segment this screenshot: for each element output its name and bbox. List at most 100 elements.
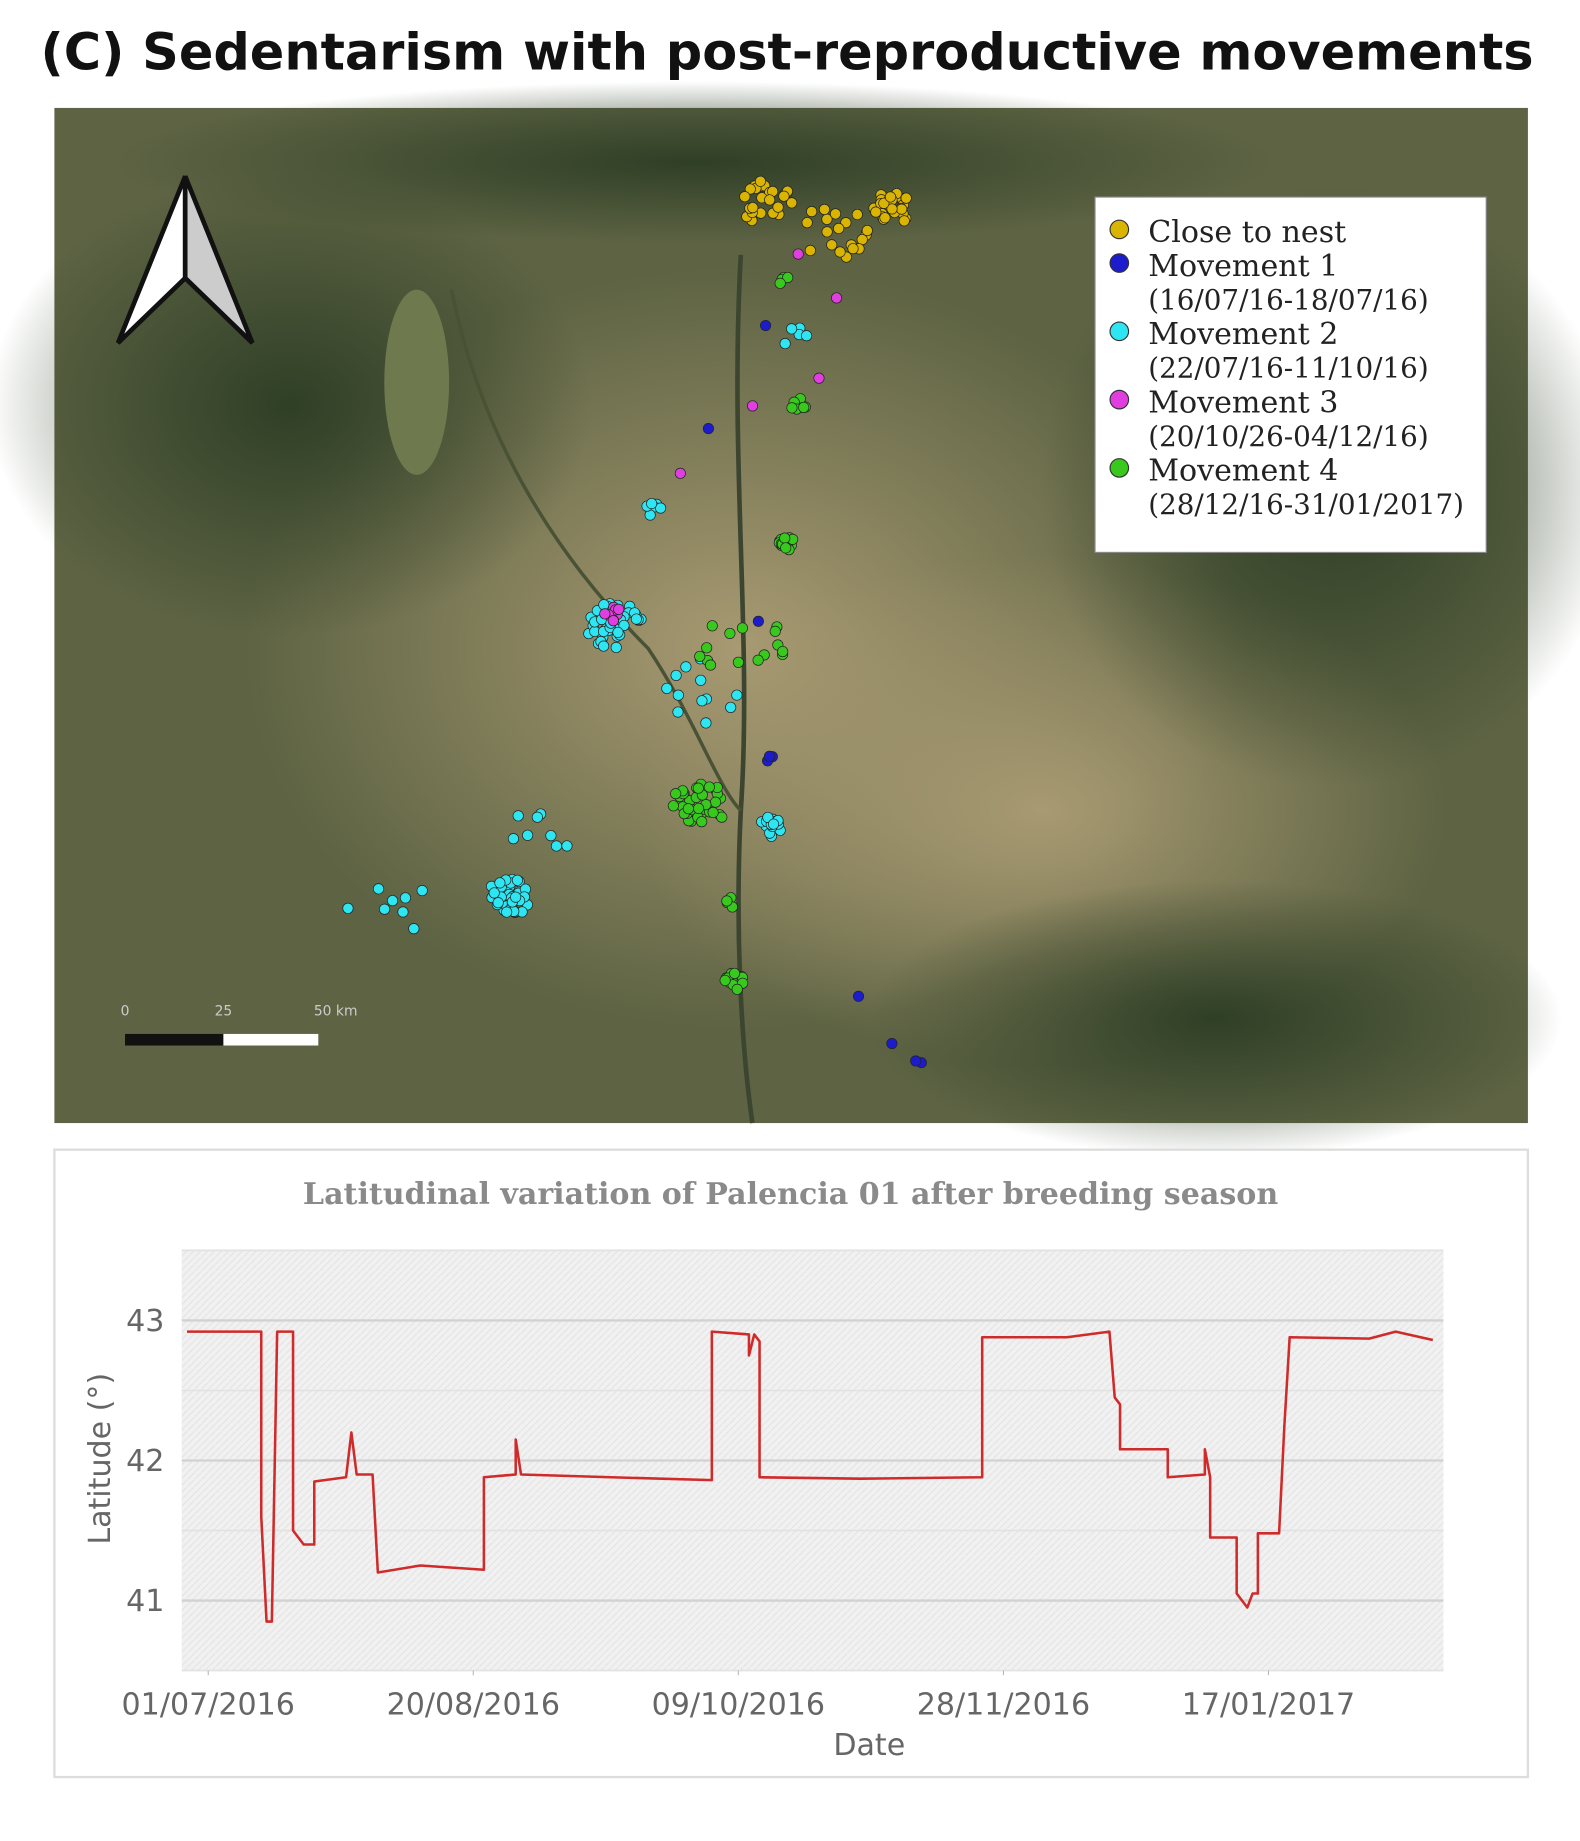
location-point: [747, 202, 759, 214]
mountains: [868, 879, 1563, 1158]
legend-marker: [1109, 321, 1130, 342]
location-point: [769, 625, 781, 637]
location-point: [667, 800, 679, 812]
location-point: [752, 615, 764, 627]
location-point: [613, 603, 625, 615]
location-point: [779, 532, 791, 544]
location-point: [694, 650, 706, 662]
location-point: [754, 175, 766, 187]
location-point: [831, 292, 843, 304]
legend-label: Movement 1: [1148, 249, 1338, 284]
location-point: [661, 682, 673, 694]
location-point: [397, 906, 409, 918]
location-point: [736, 622, 749, 634]
location-point: [884, 191, 897, 203]
location-point: [763, 750, 776, 762]
figure-title: (C) Sedentarism with post-reproductive m…: [41, 24, 1534, 83]
location-point: [779, 338, 791, 350]
location-point: [896, 203, 908, 215]
location-point: [670, 669, 682, 681]
location-point: [731, 983, 743, 995]
location-point: [732, 656, 744, 668]
location-point: [342, 902, 354, 914]
chart-title: Latitudinal variation of Palencia 01 aft…: [303, 1177, 1278, 1212]
legend-label: Close to nest: [1148, 215, 1346, 250]
location-point: [826, 239, 838, 251]
north-arrow: [115, 175, 255, 345]
location-point: [399, 892, 412, 904]
location-point: [725, 701, 737, 713]
location-point: [550, 840, 563, 852]
y-tick-label: 41: [126, 1584, 164, 1619]
location-point: [692, 782, 704, 794]
location-point: [721, 895, 733, 907]
legend-label: Movement 2: [1148, 317, 1338, 352]
location-point: [672, 706, 684, 718]
mountains: [115, 81, 1274, 244]
location-point: [612, 626, 624, 638]
location-point: [800, 330, 813, 342]
location-point: [386, 895, 399, 907]
location-point: [511, 874, 523, 886]
data-line: [187, 1330, 1434, 1623]
location-point: [861, 224, 873, 237]
location-point: [706, 620, 718, 632]
location-point: [840, 217, 852, 229]
legend-marker: [1109, 219, 1130, 240]
location-point: [870, 206, 882, 218]
location-point: [724, 627, 736, 639]
location-point: [704, 659, 717, 671]
location-point: [682, 803, 694, 815]
location-point: [655, 502, 667, 514]
location-point: [630, 613, 642, 625]
location-point: [416, 885, 428, 897]
location-point: [672, 689, 684, 701]
x-tick-label: 17/01/2017: [1182, 1688, 1355, 1723]
legend-box: [1094, 196, 1487, 553]
location-point: [492, 897, 504, 909]
location-point: [886, 1037, 898, 1050]
x-tick-label: 01/07/2016: [122, 1688, 295, 1723]
location-point: [813, 372, 825, 384]
location-point: [501, 906, 513, 918]
x-axis-title: Date: [833, 1728, 905, 1763]
location-point: [680, 661, 692, 673]
reservoir: [384, 289, 450, 475]
location-point: [512, 810, 524, 822]
location-point: [545, 830, 557, 842]
location-point: [408, 923, 420, 935]
location-point: [670, 788, 682, 800]
location-point: [719, 974, 731, 986]
location-point: [522, 829, 534, 841]
location-point: [764, 194, 776, 206]
location-point: [744, 183, 756, 195]
location-point: [804, 244, 816, 257]
location-point: [693, 802, 705, 814]
y-axis-title: Latitude (°): [83, 1373, 118, 1545]
location-point: [510, 891, 522, 903]
location-point: [898, 215, 910, 227]
location-point: [710, 796, 722, 808]
location-point: [746, 400, 759, 412]
location-point: [772, 201, 784, 213]
location-point: [818, 203, 831, 215]
location-point: [798, 401, 810, 413]
location-point: [847, 243, 859, 255]
location-point: [777, 645, 789, 658]
x-tick-label: 20/08/2016: [387, 1688, 560, 1723]
location-point: [806, 206, 818, 218]
legend-dates: (20/10/26-04/12/16): [1148, 420, 1428, 453]
scale-bar: [125, 1033, 224, 1046]
location-point: [900, 192, 912, 204]
location-point: [488, 887, 500, 899]
location-point: [910, 1055, 922, 1067]
location-point: [646, 497, 658, 510]
location-point: [778, 190, 790, 202]
location-point: [561, 840, 573, 852]
location-point: [494, 877, 506, 889]
location-point: [610, 641, 622, 654]
scale-label: 50 km: [314, 1003, 358, 1019]
location-point: [879, 212, 891, 224]
